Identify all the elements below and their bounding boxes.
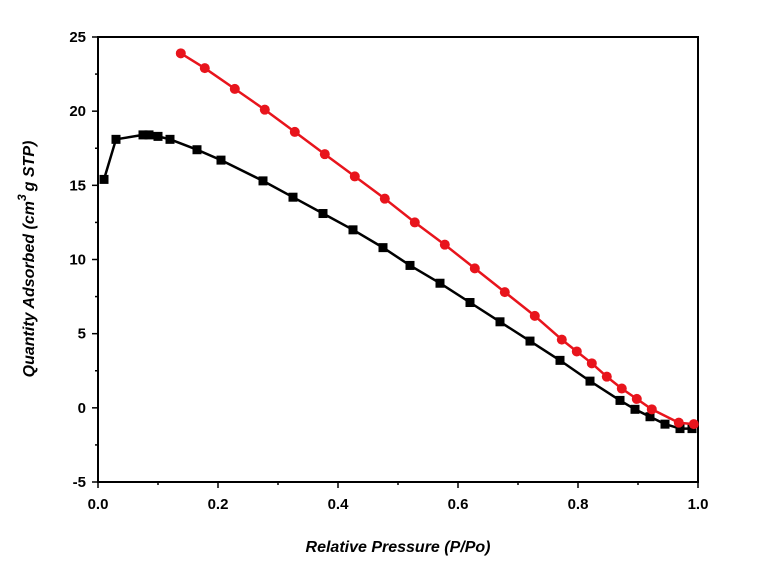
series-2 <box>175 48 699 430</box>
series-1 <box>99 130 697 434</box>
data-point <box>289 126 300 137</box>
data-point <box>525 336 535 346</box>
y-tick-label: 20 <box>69 103 86 120</box>
data-point <box>615 395 625 405</box>
x-axis-title: Relative Pressure (P/Po) <box>306 539 491 556</box>
data-point <box>379 193 390 204</box>
x-tick-label: 0.2 <box>208 496 229 513</box>
data-point <box>571 346 582 357</box>
data-point <box>556 334 567 345</box>
data-point <box>319 149 330 160</box>
data-point <box>529 310 540 321</box>
data-point <box>153 131 163 141</box>
data-point <box>165 134 175 144</box>
y-tick-label: 25 <box>69 29 86 46</box>
data-point <box>585 376 595 386</box>
data-point <box>199 63 210 74</box>
data-point <box>469 263 480 274</box>
data-point <box>138 130 148 140</box>
y-tick-label: 5 <box>78 326 86 343</box>
data-point <box>673 417 684 428</box>
data-point <box>586 358 597 369</box>
x-tick-label: 0.4 <box>328 496 350 513</box>
data-point <box>258 176 268 186</box>
data-point <box>259 104 270 115</box>
data-point <box>630 404 640 414</box>
y-tick-label: -5 <box>73 474 86 491</box>
data-point <box>616 383 627 394</box>
series-line <box>180 52 694 426</box>
x-tick-label: 1.0 <box>688 496 709 513</box>
data-point <box>111 134 121 144</box>
data-point <box>601 371 612 382</box>
data-point <box>646 404 657 415</box>
data-point <box>555 355 565 365</box>
series-line <box>102 133 692 430</box>
data-point <box>192 145 202 155</box>
y-axis-title-post: g STP) <box>21 141 38 193</box>
plot-frame <box>97 36 699 483</box>
data-point <box>439 239 450 250</box>
data-point <box>688 419 699 430</box>
y-axis-title: Quantity Adsorbed (cm3g STP) <box>15 141 38 378</box>
data-point <box>660 419 670 429</box>
data-point <box>465 298 475 308</box>
series-layer <box>99 48 699 434</box>
y-tick-label: 15 <box>69 177 86 194</box>
data-point <box>495 317 505 327</box>
data-point <box>405 260 415 270</box>
data-point <box>645 412 655 422</box>
data-point <box>499 287 510 298</box>
data-point <box>216 155 226 165</box>
y-axis-title-pre: Quantity Adsorbed (cm <box>21 201 38 377</box>
data-point <box>631 393 642 404</box>
data-point <box>229 83 240 94</box>
y-tick-label: 10 <box>69 252 86 269</box>
data-point <box>378 243 388 253</box>
y-tick-label: 0 <box>78 400 86 417</box>
data-point <box>288 192 298 202</box>
data-point <box>175 48 186 59</box>
data-point <box>144 130 154 140</box>
data-point <box>348 225 358 235</box>
data-point <box>349 171 360 182</box>
axis-ticks: 0.0 0.2 0.4 0.6 0.8 1.0 -5 0 5 10 15 20 25 <box>69 29 708 513</box>
data-point <box>318 209 328 219</box>
x-tick-label: 0.6 <box>448 496 469 513</box>
data-point <box>675 424 685 434</box>
data-point <box>99 174 109 184</box>
data-point <box>435 278 445 288</box>
data-point <box>409 217 420 228</box>
x-tick-label: 0.8 <box>568 496 589 513</box>
x-tick-label: 0.0 <box>88 496 109 513</box>
y-axis-title-sup: 3 <box>15 194 29 201</box>
